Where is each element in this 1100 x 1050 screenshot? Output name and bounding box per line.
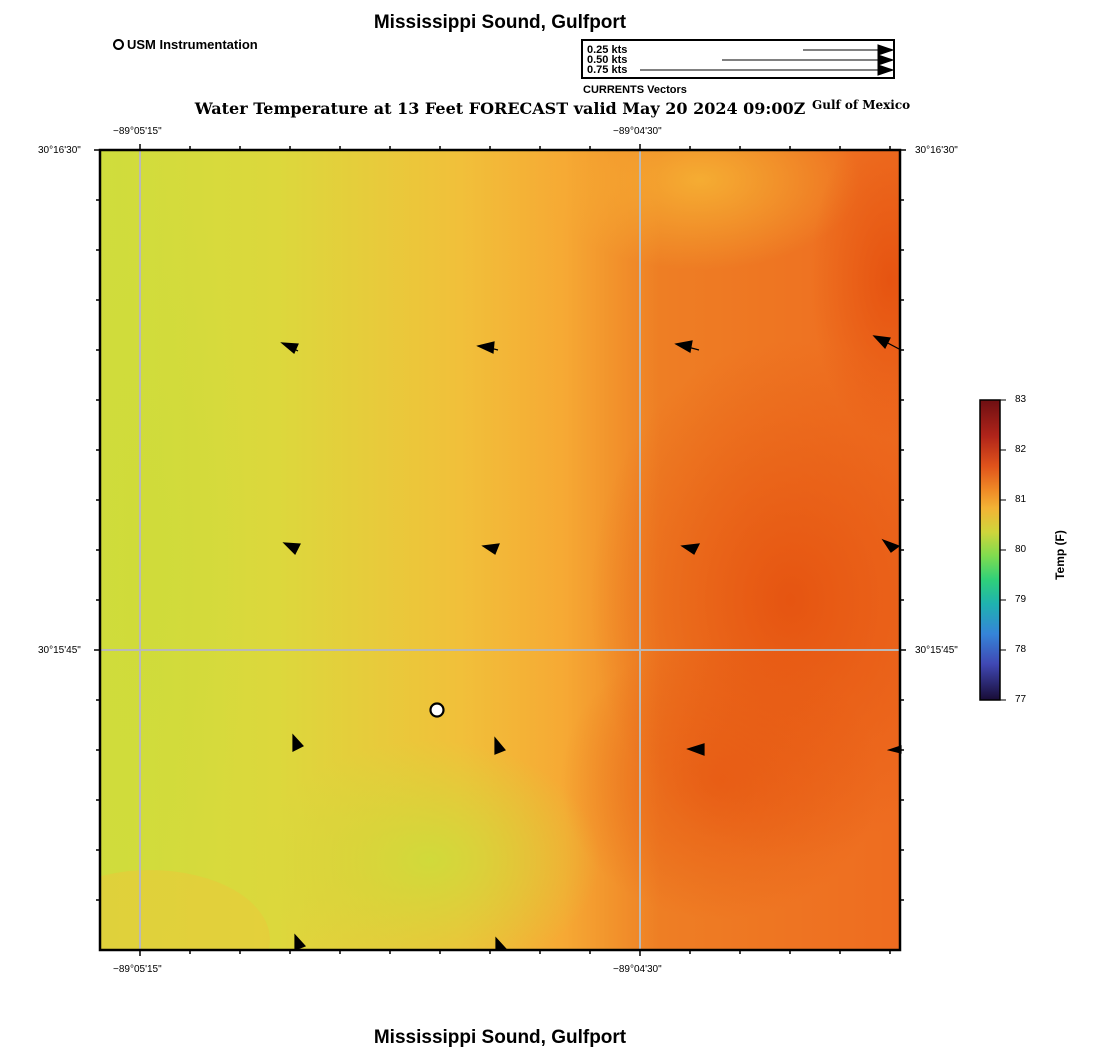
page-title: Mississippi Sound, Gulfport <box>373 12 627 33</box>
colorbar-tick-80: 80 <box>1015 544 1027 555</box>
y-tick-right-1: 30°16'30" <box>915 145 958 156</box>
current-vector <box>476 341 499 354</box>
vector-scale-caption: CURRENTS Vectors <box>583 84 687 96</box>
y-tick-left-2: 30°15'45" <box>38 645 81 656</box>
colorbar-title: Temp (F) <box>1053 530 1067 580</box>
y-tick-left-1: 30°16'30" <box>38 145 81 156</box>
current-vector <box>674 340 700 353</box>
current-vector <box>495 936 508 951</box>
region-label: Gulf of Mexico <box>812 98 911 112</box>
colorbar-tick-79: 79 <box>1015 594 1027 605</box>
current-vector <box>686 743 705 756</box>
footer-title: Mississippi Sound, Gulfport <box>373 1027 627 1048</box>
station-legend-label: USM Instrumentation <box>127 37 258 52</box>
colorbar-tick-81: 81 <box>1015 494 1027 505</box>
x-tick-top-2: −89°04'30" <box>613 126 662 137</box>
x-tick-bottom-2: −89°04'30" <box>613 964 662 975</box>
map-title: Water Temperature at 13 Feet FORECAST va… <box>194 99 806 118</box>
current-vector <box>886 745 902 754</box>
current-vector <box>481 543 500 555</box>
scale-label-050: 0.50 kts <box>587 54 628 66</box>
scale-arrows <box>640 44 895 76</box>
x-tick-bottom-1: −89°05'15" <box>113 964 162 975</box>
current-vector <box>872 335 902 351</box>
station-marker <box>429 702 445 718</box>
frame-ticks <box>94 144 906 956</box>
station-marker-icon <box>113 39 124 50</box>
current-vector <box>881 538 901 553</box>
station-legend: USM Instrumentation <box>113 37 258 52</box>
colorbar-tick-83: 83 <box>1015 394 1027 405</box>
current-vector <box>280 342 299 354</box>
current-vector <box>292 733 304 752</box>
current-vectors <box>280 335 902 951</box>
colorbar-tick-82: 82 <box>1015 444 1027 455</box>
temperature-field <box>100 150 900 950</box>
current-vector <box>494 736 506 755</box>
colorbar <box>979 399 1006 701</box>
current-vector <box>680 543 701 555</box>
colorbar-tick-78: 78 <box>1015 644 1027 655</box>
y-tick-right-2: 30°15'45" <box>915 645 958 656</box>
scale-label-075: 0.75 kts <box>587 64 628 76</box>
scale-label-025: 0.25 kts <box>587 44 628 56</box>
x-tick-top-1: −89°05'15" <box>113 126 162 137</box>
colorbar-tick-77: 77 <box>1015 694 1027 705</box>
vector-scale-box: 0.25 kts 0.50 kts 0.75 kts <box>581 39 895 79</box>
current-vector <box>294 933 307 951</box>
current-vector <box>282 542 301 556</box>
